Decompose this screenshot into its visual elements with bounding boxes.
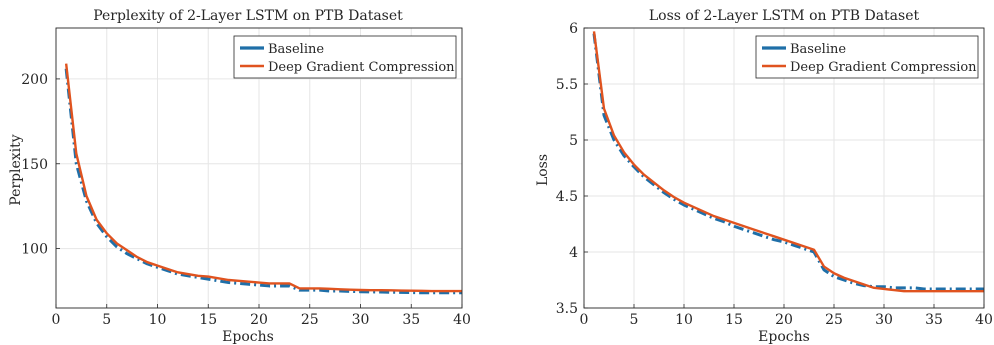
legend-label: Baseline <box>268 42 324 57</box>
x-axis-label: Epochs <box>758 329 810 345</box>
x-axis-label: Epochs <box>222 329 274 345</box>
x-tick-label: 25 <box>301 312 319 328</box>
x-tick-label: 30 <box>875 312 893 328</box>
x-tick-label: 20 <box>775 312 793 328</box>
y-tick-label: 200 <box>21 72 48 88</box>
chart-title: Perplexity of 2-Layer LSTM on PTB Datase… <box>93 8 403 24</box>
loss-chart: Loss of 2-Layer LSTM on PTB Dataset Epoc… <box>535 8 993 345</box>
x-tick-label: 10 <box>675 312 693 328</box>
y-tick-label: 5 <box>569 133 578 149</box>
legend-label: Baseline <box>790 42 846 57</box>
baseline-series-line <box>64 68 462 295</box>
x-tick-label: 40 <box>975 312 993 328</box>
x-tick-label: 30 <box>352 312 370 328</box>
baseline-series-line <box>592 33 984 291</box>
y-tick-label: 3.5 <box>556 301 578 317</box>
axes-box <box>583 27 985 309</box>
perplexity-chart: Perplexity of 2-Layer LSTM on PTB Datase… <box>8 8 471 345</box>
y-axis-label: Loss <box>535 154 551 186</box>
x-tick-label: 35 <box>402 312 420 328</box>
y-tick-label: 5.5 <box>556 77 578 93</box>
x-tick-label: 10 <box>149 312 167 328</box>
x-tick-label: 20 <box>250 312 268 328</box>
x-tick-label: 35 <box>925 312 943 328</box>
x-tick-label: 15 <box>199 312 217 328</box>
legend: Baseline Deep Gradient Compression <box>755 35 979 79</box>
legend-box <box>233 35 457 79</box>
y-tick-label: 100 <box>21 242 48 258</box>
x-tick-label: 5 <box>102 312 111 328</box>
axes-box <box>55 27 463 309</box>
legend-label: Deep Gradient Compression <box>268 60 455 75</box>
x-tick-label: 0 <box>580 312 589 328</box>
x-tick-label: 15 <box>725 312 743 328</box>
dgc-series-line <box>592 31 984 293</box>
x-tick-label: 0 <box>52 312 61 328</box>
chart-title: Loss of 2-Layer LSTM on PTB Dataset <box>649 8 920 24</box>
y-axis-label: Perplexity <box>8 134 24 205</box>
y-tick-label: 6 <box>569 21 578 37</box>
x-tick-label: 40 <box>453 312 471 328</box>
legend-label: Deep Gradient Compression <box>790 60 977 75</box>
legend: Baseline Deep Gradient Compression <box>233 35 457 79</box>
x-tick-label: 25 <box>825 312 843 328</box>
dgc-series-line <box>64 63 462 293</box>
y-tick-label: 4.5 <box>556 189 578 205</box>
y-tick-label: 150 <box>21 157 48 173</box>
y-tick-label: 4 <box>569 245 578 261</box>
legend-box <box>755 35 979 79</box>
x-tick-label: 5 <box>630 312 639 328</box>
